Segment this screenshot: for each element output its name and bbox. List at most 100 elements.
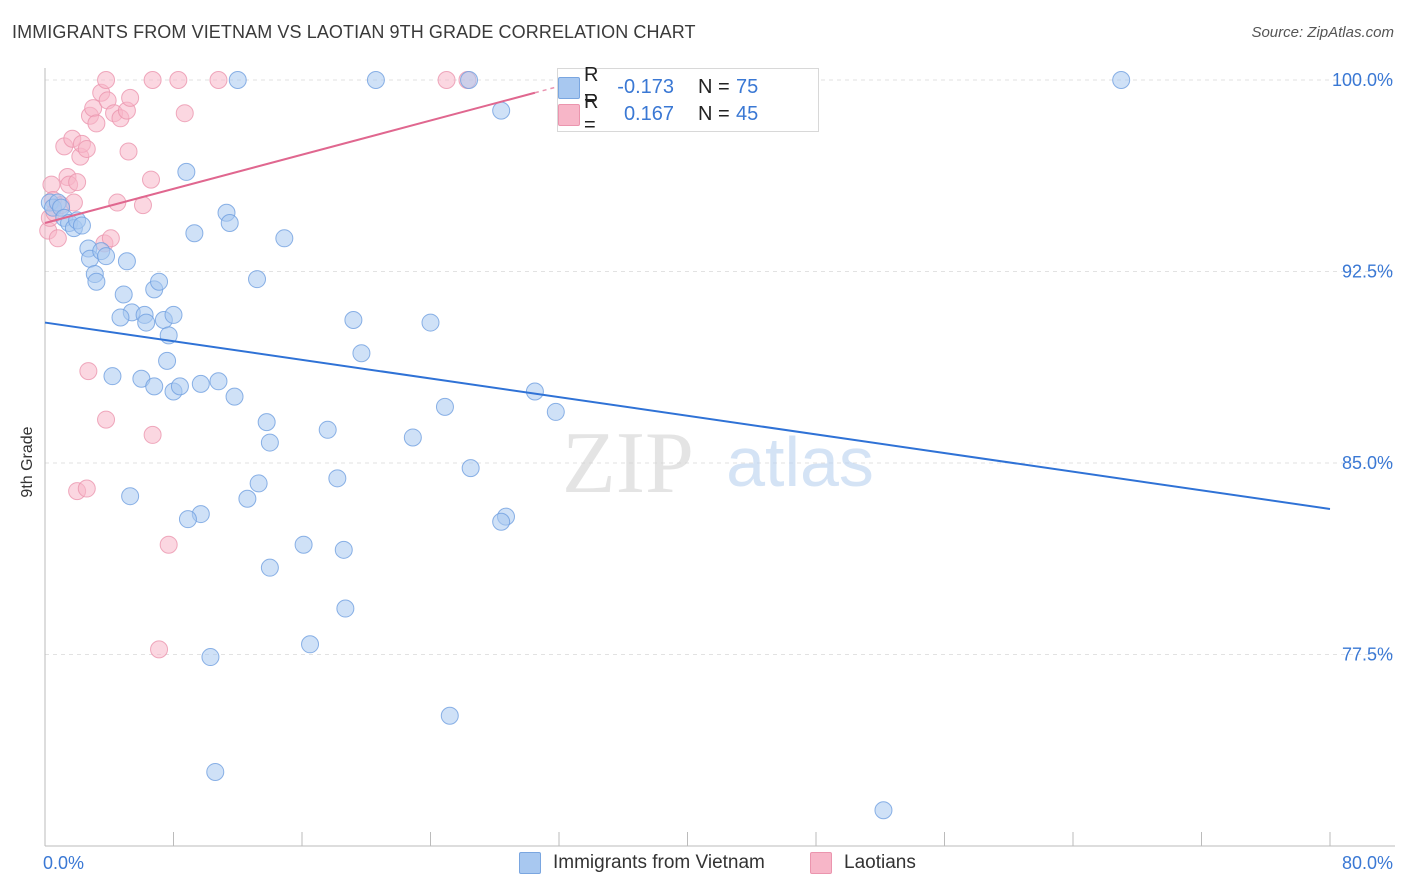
vietnam-point (328, 469, 347, 488)
vietnam-legend-swatch (519, 852, 541, 874)
vietnam-point (460, 71, 479, 89)
y-tick-label: 92.5% (1342, 262, 1393, 282)
vietnam-point (260, 558, 279, 577)
y-tick-label: 100.0% (1332, 70, 1393, 90)
laotians-point (79, 362, 98, 381)
vietnam-point (121, 487, 140, 506)
vietnam-point (72, 216, 91, 235)
vietnam-point (366, 71, 385, 89)
n-label: N = (698, 102, 730, 125)
laotians-point (101, 229, 120, 248)
vietnam-point (461, 459, 480, 478)
laotians-point (143, 425, 162, 444)
series-legend: Immigrants from Vietnam Laotians (0, 852, 1406, 878)
vietnam-point (238, 489, 257, 508)
vietnam-point (336, 599, 355, 618)
watermark: ZIP atlas (562, 415, 874, 512)
vietnam-point (492, 512, 511, 531)
vietnam-point (249, 474, 268, 493)
vietnam-point (318, 420, 337, 439)
axes (44, 68, 1395, 847)
x-tick-label: 0.0% (43, 853, 84, 873)
y-axis-label: 9th Grade (19, 426, 36, 497)
vietnam-point (177, 162, 196, 181)
stats-legend: R = -0.173 N = 75 R = 0.167 N = 45 (557, 64, 819, 136)
vietnam-points (40, 71, 1131, 820)
laotians-swatch (558, 104, 580, 126)
n-label: N = (698, 75, 730, 98)
x-tick-labels: 0.0% 80.0% (43, 853, 1393, 873)
source-credit: Source: ZipAtlas.com (1251, 24, 1394, 41)
vietnam-point (103, 367, 122, 386)
laotians-point (77, 139, 96, 158)
vietnam-point (164, 305, 183, 324)
vietnam-point (248, 270, 267, 289)
laotians-point (121, 88, 140, 107)
vietnam-point (874, 801, 893, 820)
legend-label-vietnam: Immigrants from Vietnam (553, 852, 765, 873)
n-value: 75 (736, 75, 759, 98)
vietnam-trend-line (44, 321, 1331, 510)
legend-label-laotians: Laotians (844, 852, 916, 873)
vietnam-point (191, 374, 210, 393)
legend-item-vietnam[interactable]: Immigrants from Vietnam (519, 852, 765, 874)
vietnam-point (158, 351, 177, 370)
laotians-point (437, 71, 456, 89)
laotians-point (48, 229, 67, 248)
laotians-point (108, 193, 127, 212)
r-value: 0.167 (623, 102, 674, 125)
x-tick-label: 80.0% (1342, 853, 1393, 873)
vietnam-point (344, 311, 363, 330)
vietnam-point (201, 648, 220, 667)
laotians-point (77, 479, 96, 498)
laotians-points (39, 71, 477, 659)
vietnam-point (334, 540, 353, 559)
vietnam-point (228, 71, 247, 89)
vietnam-point (421, 313, 440, 332)
grid-lines (45, 79, 1395, 655)
vietnam-swatch (558, 77, 580, 99)
vietnam-point (435, 397, 454, 416)
laotians-point (119, 142, 138, 161)
vietnam-point (260, 433, 279, 452)
vietnam-point (111, 308, 130, 327)
vietnam-point (257, 413, 276, 432)
laotians-legend-swatch (810, 852, 832, 874)
vietnam-point (114, 285, 133, 304)
vietnam-point (525, 382, 544, 401)
laotians-point (175, 104, 194, 123)
laotians-point (97, 71, 116, 89)
stats-row-vietnam: R = -0.173 N = 75 (558, 64, 759, 109)
watermark-atlas: atlas (726, 423, 874, 501)
y-tick-label: 85.0% (1342, 453, 1393, 473)
vietnam-point (440, 706, 459, 725)
laotians-point (143, 71, 162, 89)
y-tick-label: 77.5% (1342, 645, 1393, 665)
vietnam-point (97, 247, 116, 266)
laotians-point (42, 175, 61, 194)
y-tick-labels: 77.5% 85.0% 92.5% 100.0% (1332, 70, 1393, 665)
vietnam-point (137, 313, 156, 332)
r-label: R = (584, 91, 599, 136)
vietnam-point (403, 428, 422, 447)
legend-item-laotians[interactable]: Laotians (810, 852, 916, 874)
laotians-point (97, 410, 116, 429)
chart-title: IMMIGRANTS FROM VIETNAM VS LAOTIAN 9TH G… (12, 22, 696, 42)
laotians-point (209, 71, 228, 89)
stats-row-laotians: R = 0.167 N = 45 (558, 91, 758, 136)
vietnam-point (1112, 71, 1131, 89)
vietnam-point (87, 272, 106, 291)
laotians-point (87, 114, 106, 133)
vietnam-point (206, 762, 225, 781)
vietnam-point (275, 229, 294, 248)
vietnam-point (185, 224, 204, 243)
laotians-point (159, 535, 178, 554)
r-label: R = (584, 64, 599, 109)
vietnam-point (150, 272, 169, 291)
vietnam-point (301, 635, 320, 654)
vietnam-point (178, 510, 197, 529)
vietnam-point (294, 535, 313, 554)
vietnam-point (145, 377, 164, 396)
laotians-point (150, 640, 169, 659)
